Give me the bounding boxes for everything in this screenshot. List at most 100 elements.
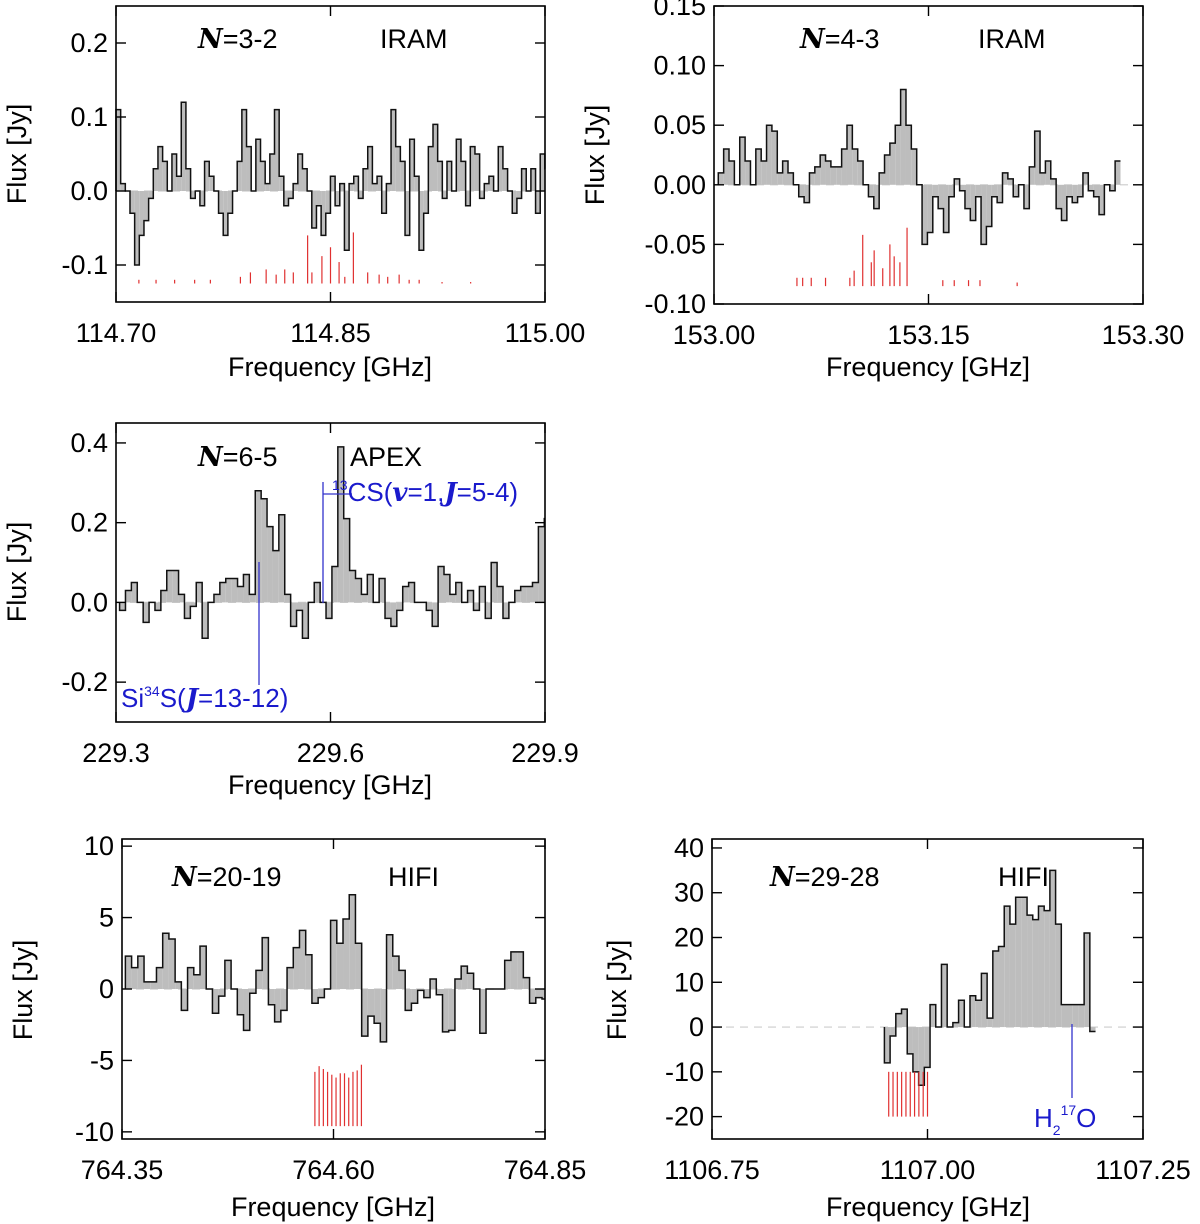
si34s-tail: =13-12) — [198, 683, 288, 713]
flux-bin — [538, 526, 545, 603]
ticks-layer: 153.00 153.15 153.30 -0.10 -0.05 0.00 0.05 0.10… — [644, 0, 1184, 350]
flux-bin — [825, 160, 831, 185]
flux-bin — [1088, 184, 1094, 191]
x-tick-label: 1107.00 — [880, 1155, 976, 1185]
flux-bin — [325, 191, 331, 214]
transition-value: =3-2 — [223, 24, 278, 54]
flux-bin — [193, 974, 201, 989]
flux-bin — [278, 514, 285, 603]
flux-bin — [314, 582, 321, 603]
flux-bin — [820, 155, 826, 185]
flux-bin — [224, 960, 232, 989]
plot-frame — [713, 5, 1144, 305]
flux-bin — [391, 109, 396, 191]
flux-bin — [927, 184, 933, 233]
flux-bin — [283, 191, 289, 206]
transition-label: N=29-28 — [769, 862, 880, 893]
flux-bin — [755, 149, 762, 185]
flux-bin — [227, 191, 233, 214]
flux-bin — [446, 161, 452, 191]
flux-bin — [390, 602, 397, 627]
flux-bin — [879, 172, 885, 185]
flux-bin — [125, 590, 132, 603]
flux-bin — [153, 168, 158, 191]
flux-bin — [199, 191, 205, 206]
flux-bin — [456, 139, 461, 191]
y-tick-label: 0.1 — [70, 102, 108, 132]
transition-symbol: N — [171, 862, 198, 893]
flux-bin — [510, 951, 518, 989]
x-tick-label: 764.60 — [292, 1155, 375, 1185]
flux-bin — [479, 989, 487, 1034]
y-axis-title: Flux [Jy] — [8, 940, 38, 1041]
telescope-label: HIFI — [998, 862, 1049, 892]
y-tick-label: -5 — [90, 1045, 114, 1075]
y-tick-label: 10 — [84, 831, 114, 861]
flux-bin — [852, 149, 858, 185]
flux-bin — [502, 168, 508, 191]
flux-bin — [1004, 906, 1010, 1028]
spectrum-outline — [115, 101, 546, 266]
flux-bin — [761, 160, 767, 185]
flux-bin — [905, 125, 912, 185]
flux-bin — [479, 191, 485, 199]
y-tick-label: -0.10 — [644, 289, 706, 319]
telescope-label: IRAM — [380, 24, 448, 54]
flux-bin — [1072, 1004, 1079, 1028]
flux-bin — [488, 176, 494, 191]
flux-bin — [196, 582, 203, 603]
flux-bin — [932, 184, 939, 197]
flux-bin — [190, 191, 196, 199]
flux-bin — [367, 574, 374, 603]
x-axis-title: Frequency [GHz] — [228, 352, 432, 382]
flux-bin — [1013, 184, 1019, 197]
flux-bin — [895, 125, 901, 185]
flux-bin — [175, 981, 182, 989]
flux-bin — [535, 191, 541, 214]
flux-bin — [160, 590, 167, 603]
flux-bin — [526, 586, 533, 603]
flux-bin — [166, 570, 173, 603]
flux-bin — [437, 161, 443, 191]
x-tick-label: 153.30 — [1102, 320, 1185, 350]
flux-bin — [943, 184, 949, 233]
flux-bin — [771, 131, 778, 185]
flux-bin — [438, 566, 445, 603]
flux-bin — [267, 526, 273, 603]
spectrum-outline — [883, 869, 1096, 1087]
y-tick-label: 0.00 — [653, 170, 706, 200]
transition-value: =4-3 — [825, 24, 880, 54]
x-tick-label: 153.00 — [673, 320, 756, 350]
flux-bin — [380, 989, 387, 1042]
flux-bin — [532, 582, 539, 603]
flux-bin — [326, 602, 332, 619]
si34s-annotation: Si34S(J=13-12) — [121, 683, 288, 714]
flux-bin — [454, 979, 462, 989]
flux-bin — [184, 602, 191, 619]
transition-symbol: N — [197, 442, 224, 473]
x-tick-label: 764.35 — [81, 1155, 164, 1185]
panel-n20-19: 764.35 764.60 764.85 -10 -5 0 5 10 N=20-19 HIFI… — [8, 831, 586, 1222]
flux-bin — [243, 989, 250, 1031]
flux-bin — [1015, 897, 1022, 1028]
cs13-mid: =1, — [407, 477, 444, 507]
h2o17-main: H — [1034, 1103, 1053, 1133]
flux-bin — [168, 939, 176, 989]
flux-bin — [209, 176, 214, 191]
flux-bin — [997, 184, 1003, 203]
spectrum-layer — [115, 101, 546, 284]
flux-bin — [723, 149, 730, 185]
flux-bin — [426, 602, 433, 611]
transition-value: =29-28 — [795, 862, 880, 892]
y-tick-label: -0.2 — [61, 667, 108, 697]
flux-bin — [718, 172, 724, 185]
cs13-annotation: 13CS(v=1,J=5-4) — [332, 477, 518, 508]
y-tick-label: -20 — [665, 1102, 704, 1132]
si34s-main: Si — [121, 683, 144, 713]
spectrum-outline — [118, 446, 546, 640]
flux-bin — [395, 146, 401, 191]
flux-bin — [969, 995, 976, 1028]
flux-bin — [385, 602, 391, 619]
flux-bin — [941, 964, 948, 1028]
flux-bin — [846, 125, 853, 185]
